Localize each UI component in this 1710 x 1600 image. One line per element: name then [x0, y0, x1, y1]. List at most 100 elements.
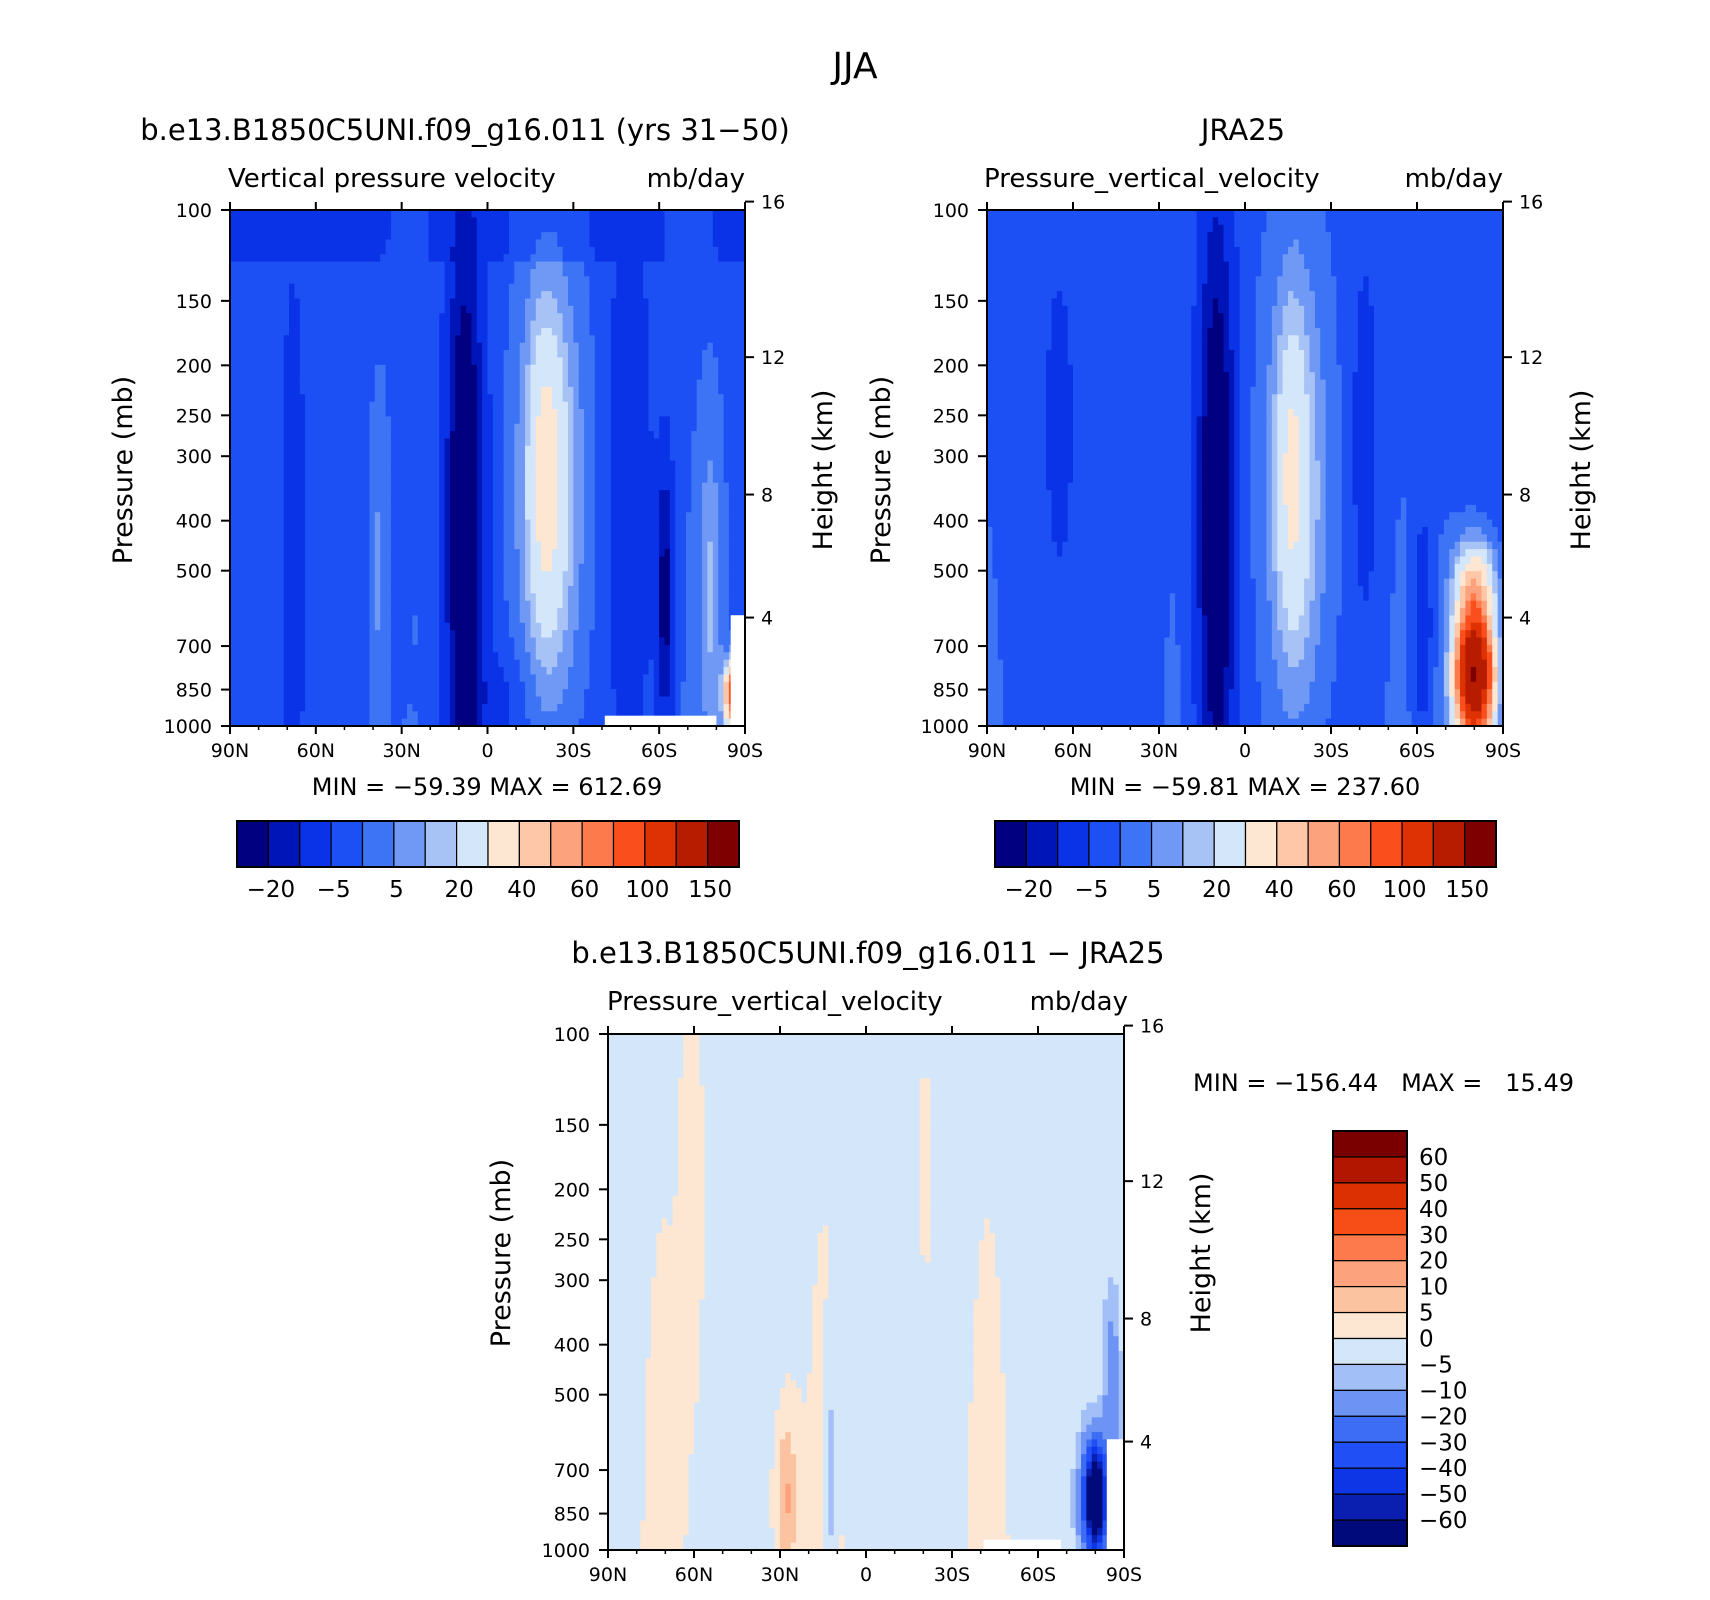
contour-cell: [557, 578, 564, 587]
contour-cell: [482, 372, 489, 381]
contour-cell: [616, 283, 623, 292]
contour-cell: [444, 409, 451, 417]
contour-cell: [626, 571, 633, 580]
contour-cell: [380, 571, 387, 580]
contour-cell: [551, 416, 558, 425]
contour-cell: [578, 563, 585, 572]
contour-cell: [294, 261, 301, 270]
contour-cell: [535, 342, 542, 351]
contour-cell: [578, 298, 585, 307]
contour-cell: [589, 261, 596, 270]
contour-cell: [251, 504, 258, 513]
contour-cell: [551, 372, 558, 381]
contour-cell: [289, 239, 295, 248]
contour-cell: [444, 224, 451, 233]
contour-cell: [348, 401, 354, 410]
contour-cell: [669, 563, 676, 572]
contour-cell: [498, 549, 505, 558]
contour-cell: [278, 232, 285, 241]
contour-cell: [272, 409, 279, 417]
contour-cell: [643, 386, 650, 395]
contour-cell: [482, 320, 489, 329]
contour-cell: [305, 453, 312, 462]
contour-cell: [610, 468, 617, 476]
contour-cell: [492, 460, 499, 469]
contour-cell: [299, 342, 306, 351]
contour-cell: [669, 453, 676, 462]
contour-cell: [262, 468, 269, 476]
contour-cell: [305, 460, 312, 469]
contour-cell: [541, 578, 548, 587]
contour-cell: [315, 468, 322, 476]
contour-cell: [374, 379, 381, 388]
contour-cell: [691, 283, 698, 292]
contour-cell: [616, 534, 623, 543]
contour-cell: [508, 534, 515, 543]
contour-cell: [589, 379, 596, 388]
contour-cell: [487, 386, 494, 395]
contour-cell: [482, 475, 489, 484]
contour-cell: [546, 549, 553, 558]
contour-cell: [718, 313, 725, 322]
contour-cell: [632, 313, 639, 322]
contour-cell: [492, 246, 499, 255]
contour-cell: [283, 401, 290, 410]
contour-cell: [407, 291, 413, 300]
contour-cell: [707, 232, 714, 241]
contour-cell: [299, 268, 306, 277]
contour-cell: [396, 549, 403, 558]
contour-cell: [691, 519, 698, 528]
contour-cell: [251, 401, 258, 410]
contour-cell: [659, 578, 666, 587]
contour-cell: [380, 526, 387, 535]
contour-cell: [305, 379, 312, 388]
contour-cell: [567, 541, 574, 550]
contour-cell: [492, 342, 499, 351]
contour-cell: [294, 571, 301, 580]
contour-cell: [310, 490, 317, 499]
contour-cell: [675, 372, 682, 381]
contour-cell: [562, 409, 569, 417]
contour-cell: [471, 350, 478, 359]
contour-cell: [390, 239, 397, 248]
contour-cell: [680, 504, 687, 513]
contour-cell: [492, 291, 499, 300]
contour-cell: [626, 423, 633, 432]
contour-cell: [605, 283, 612, 292]
contour-cell: [508, 342, 515, 351]
contour-cell: [385, 364, 392, 373]
contour-cell: [546, 335, 553, 344]
contour-cell: [294, 549, 301, 558]
contour-cell: [616, 232, 623, 241]
contour-cell: [685, 350, 692, 359]
contour-cell: [299, 239, 306, 248]
contour-cell: [605, 401, 612, 410]
contour-cell: [256, 364, 263, 373]
contour-cell: [514, 571, 521, 580]
contour-cell: [482, 519, 489, 528]
contour-cell: [230, 423, 236, 432]
contour-cell: [396, 482, 403, 491]
contour-cell: [659, 291, 666, 300]
contour-cell: [519, 445, 526, 454]
contour-cell: [648, 409, 655, 417]
contour-cell: [466, 409, 472, 417]
contour-cell: [407, 585, 413, 594]
contour-cell: [455, 342, 462, 351]
contour-cell: [600, 453, 607, 462]
contour-cell: [283, 453, 290, 462]
contour-cell: [385, 268, 392, 277]
contour-cell: [659, 416, 666, 425]
contour-cell: [626, 283, 633, 292]
contour-cell: [584, 578, 591, 587]
contour-cell: [664, 335, 671, 344]
contour-cell: [305, 563, 312, 572]
contour-cell: [498, 423, 505, 432]
contour-cell: [358, 556, 365, 565]
contour-cell: [417, 563, 424, 572]
contour-cell: [600, 445, 607, 454]
contour-cell: [476, 327, 483, 336]
contour-cell: [251, 268, 258, 277]
contour-cell: [605, 313, 612, 322]
contour-cell: [578, 261, 585, 270]
